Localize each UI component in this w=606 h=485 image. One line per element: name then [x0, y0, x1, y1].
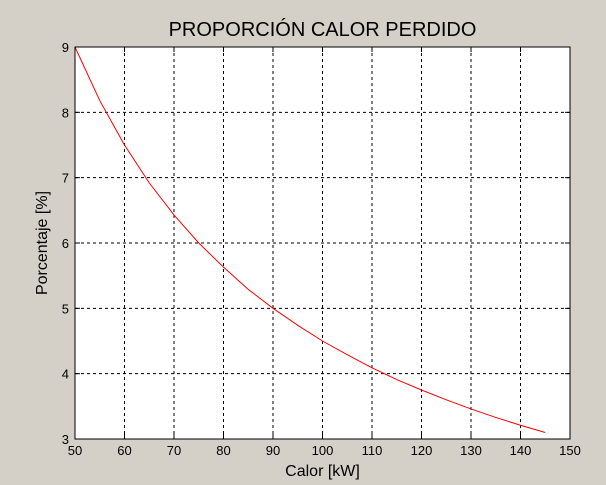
x-tick-label: 50	[68, 443, 82, 458]
x-axis-label: Calor [kW]	[285, 463, 360, 480]
x-tick-label: 70	[167, 443, 181, 458]
series-group	[74, 46, 546, 433]
y-axis-label: Porcentaje [%]	[34, 191, 51, 295]
y-tick-label: 7	[62, 171, 69, 186]
x-tick-label: 80	[216, 443, 230, 458]
x-tick-label: 140	[510, 443, 532, 458]
y-tick-label: 3	[62, 432, 69, 447]
x-tick-label: 150	[559, 443, 581, 458]
series-line	[74, 46, 546, 433]
grid	[75, 47, 570, 439]
y-tick-label: 9	[62, 40, 69, 55]
y-tick-label: 8	[62, 105, 69, 120]
x-tick-label: 110	[362, 443, 383, 458]
x-tick-label: 120	[411, 443, 433, 458]
x-tick-label: 100	[312, 443, 334, 458]
x-tick-label: 130	[460, 443, 482, 458]
x-tick-label: 90	[266, 443, 280, 458]
y-tick-label: 6	[62, 236, 69, 251]
y-tick-label: 4	[62, 367, 69, 382]
y-tick-label: 5	[62, 301, 69, 316]
x-tick-label: 60	[117, 443, 131, 458]
chart-title: PROPORCIÓN CALOR PERDIDO	[169, 18, 477, 41]
x-ticks: 50 60 70 80 90 100 110 120 130 140 150	[68, 47, 581, 458]
y-ticks: 3 4 5 6 7 8 9	[62, 40, 570, 447]
